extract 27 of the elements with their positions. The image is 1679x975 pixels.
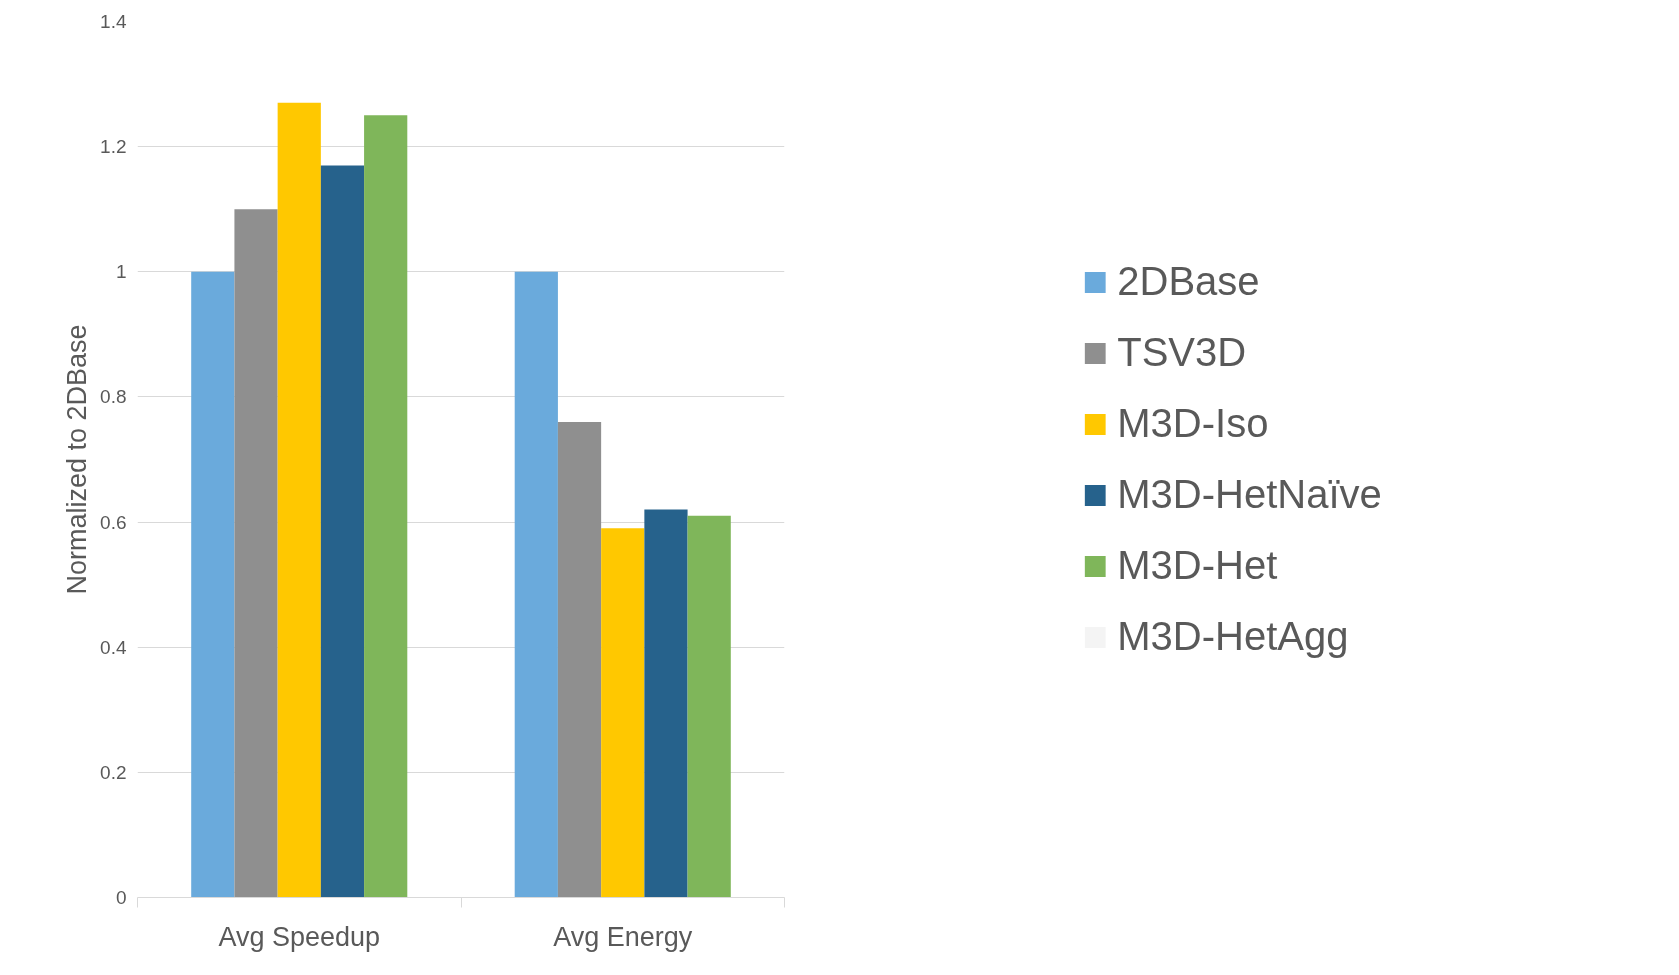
legend-label: M3D-HetAgg bbox=[1117, 614, 1349, 659]
legend-label: M3D-Iso bbox=[1117, 401, 1269, 446]
bar bbox=[364, 115, 408, 898]
y-tick-label: 1.4 bbox=[100, 11, 127, 32]
bar bbox=[277, 102, 321, 898]
y-tick-label: 0.2 bbox=[100, 761, 127, 783]
bar bbox=[601, 528, 645, 898]
y-tick-label: 0.8 bbox=[100, 386, 127, 408]
y-tick-label: 0 bbox=[115, 887, 127, 908]
x-tick-label: Avg Energy bbox=[553, 921, 693, 952]
legend-label: 2DBase bbox=[1117, 259, 1260, 304]
y-tick-label: 0.4 bbox=[100, 636, 127, 658]
x-tick-label: Avg Speedup bbox=[218, 921, 381, 952]
y-tick-label: 1.2 bbox=[100, 136, 127, 158]
bar bbox=[557, 421, 602, 898]
legend-label: M3D-Het bbox=[1117, 543, 1278, 588]
bar bbox=[234, 209, 278, 898]
y-axis-title: Normalized to 2DBase bbox=[62, 324, 93, 595]
bar bbox=[320, 165, 365, 898]
bar bbox=[687, 515, 731, 898]
bar bbox=[191, 271, 235, 898]
y-tick-label: 1 bbox=[115, 261, 127, 283]
y-tick-label: 0.6 bbox=[100, 511, 127, 533]
legend-label: M3D-HetNaïve bbox=[1117, 472, 1382, 517]
bar bbox=[644, 509, 688, 898]
legend-label: TSV3D bbox=[1117, 330, 1247, 375]
bar bbox=[514, 271, 558, 898]
